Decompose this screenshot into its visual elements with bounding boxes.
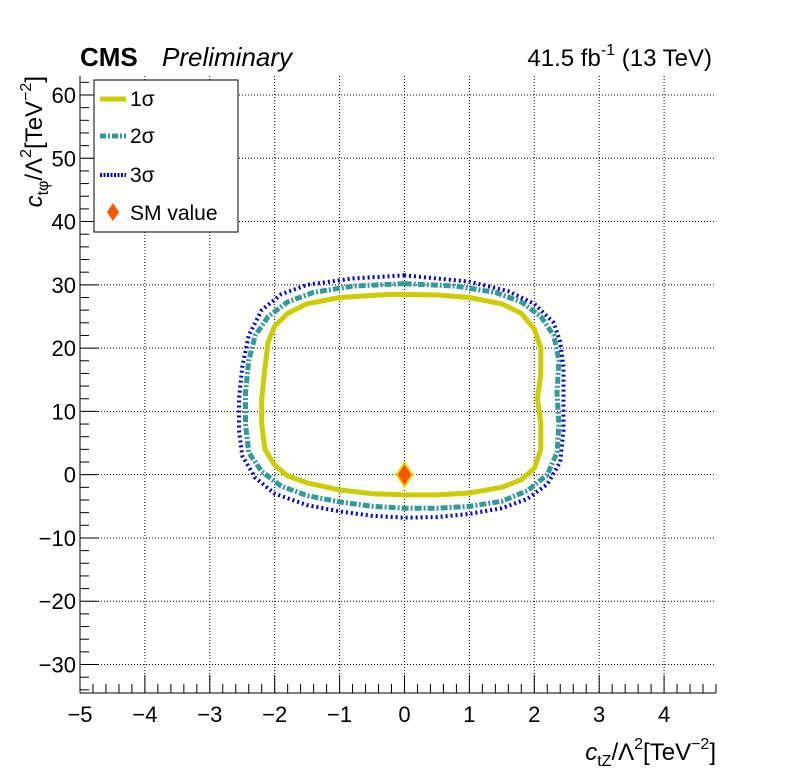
energy-label: (13 TeV) [615,45,712,72]
y-tick-label: 40 [52,210,76,235]
x-tick-label: −4 [132,702,157,727]
x-tick-label: 1 [463,702,475,727]
x-tick-label: −2 [262,702,287,727]
x-tick-label: 2 [528,702,540,727]
grid-lines [79,76,716,693]
y-tick-label: 50 [52,146,76,171]
luminosity-label: 41.5 fb-1 (13 TeV) [527,42,712,72]
x-tick-label: 4 [658,702,670,727]
tick-marks [79,81,717,693]
contour-3sigma [237,273,566,520]
y-tick-label: 30 [52,273,76,298]
sm-point-marker [395,460,414,489]
legend: 1σ 2σ 3σ SM value [93,79,239,233]
x-tick-label: 3 [593,702,605,727]
legend-label-1sigma: 1σ [130,88,155,111]
legend-label-sm: SM value [130,202,218,225]
lumi-value: 41.5 fb [527,45,600,72]
x-axis-title: ctZ/Λ2[TeV−2] [585,736,716,770]
x-tick-label: −1 [327,702,352,727]
y-axis-title: ctφ/Λ2[TeV−2] [18,76,52,207]
experiment-label: CMS [80,42,138,72]
x-tick-label: −5 [67,702,92,727]
y-tick-label: 60 [52,83,76,108]
axes [79,76,716,694]
sm-marker-group [395,460,414,489]
y-tick-label: 0 [64,463,76,488]
lumi-exponent: -1 [601,42,615,59]
y-tick-label: 10 [52,399,76,424]
legend-label-2sigma: 2σ [130,125,155,148]
status-label: Preliminary [162,42,294,72]
x-tick-label: 0 [398,702,410,727]
y-tick-label: 20 [52,336,76,361]
contour-1sigma [259,291,544,498]
contour-2sigma [243,281,562,511]
contour-series [237,273,566,520]
legend-box [93,79,239,233]
y-tick-label: −20 [39,589,76,614]
x-tick-label: −3 [197,702,222,727]
y-tick-label: −30 [39,653,76,678]
y-tick-label: −10 [39,526,76,551]
legend-swatch-sm [107,203,119,221]
legend-label-3sigma: 3σ [130,164,155,187]
